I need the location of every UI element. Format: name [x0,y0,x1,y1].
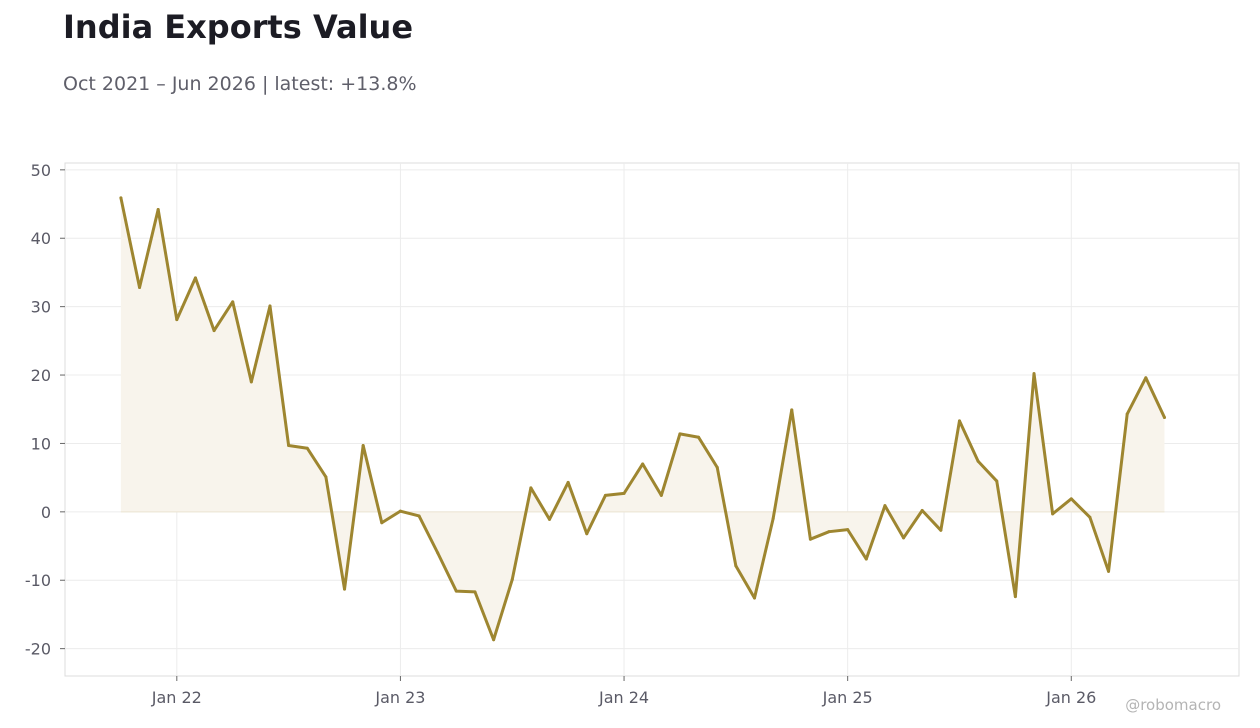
data-point [138,285,142,289]
x-tick-label: Jan 24 [598,688,649,707]
data-point [790,408,794,412]
y-tick-label: -20 [25,640,51,659]
data-point [156,208,160,212]
data-point [305,446,309,450]
x-axis: Jan 22 Jan 23 Jan 24 Jan 25 Jan 26 [151,676,1096,707]
data-point [268,304,272,308]
data-point [1125,412,1129,416]
data-point [622,491,626,495]
y-tick-label: -10 [25,571,51,590]
data-point [324,475,328,479]
data-point [846,528,850,532]
data-point [287,443,291,447]
data-point [193,276,197,280]
data-point [603,493,607,497]
data-point [1013,595,1017,599]
data-point [1162,415,1166,419]
y-axis: -20 -10 0 10 20 30 40 50 [25,161,65,659]
data-point [529,486,533,490]
x-tick-label: Jan 23 [374,688,425,707]
data-point [585,532,589,536]
data-point [473,590,477,594]
data-point [995,479,999,483]
data-point [566,480,570,484]
data-point [119,196,123,200]
data-point [1088,515,1092,519]
data-point [548,517,552,521]
data-point [976,459,980,463]
data-point [715,465,719,469]
data-point [510,578,514,582]
data-point [939,528,943,532]
data-point [734,564,738,568]
y-tick-label: 10 [31,434,51,453]
y-tick-label: 20 [31,366,51,385]
data-point [902,536,906,540]
data-point [175,318,179,322]
data-point [1144,376,1148,380]
data-point [678,432,682,436]
chart-title: India Exports Value [63,8,414,46]
data-point [883,504,887,508]
data-point [212,329,216,333]
data-point [380,521,384,525]
data-points [119,196,1166,642]
data-point [920,508,924,512]
watermark: @robomacro [1125,696,1221,714]
data-point [436,551,440,555]
data-point [1107,569,1111,573]
data-point [417,514,421,518]
data-point [752,596,756,600]
data-point [659,493,663,497]
data-point [864,557,868,561]
plot-frame [64,162,1240,677]
data-point [1051,512,1055,516]
chart-subtitle: Oct 2021 – Jun 2026 | latest: +13.8% [63,73,417,95]
x-tick-label: Jan 25 [822,688,873,707]
data-point [957,419,961,423]
data-point [343,587,347,591]
y-tick-label: 0 [41,503,51,522]
data-point [231,300,235,304]
data-point [249,380,253,384]
y-tick-label: 50 [31,161,51,180]
x-tick-label: Jan 22 [151,688,202,707]
data-point [492,638,496,642]
area-fill [120,197,1165,640]
data-point [454,589,458,593]
y-tick-label: 30 [31,298,51,317]
data-point [697,435,701,439]
y-tick-label: 40 [31,229,51,248]
data-point [1032,372,1036,376]
x-tick-label: Jan 26 [1045,688,1096,707]
data-point [808,537,812,541]
data-point [1069,497,1073,501]
data-point [361,443,365,447]
data-point [771,517,775,521]
data-point [398,509,402,513]
data-point [641,462,645,466]
data-point [827,530,831,534]
